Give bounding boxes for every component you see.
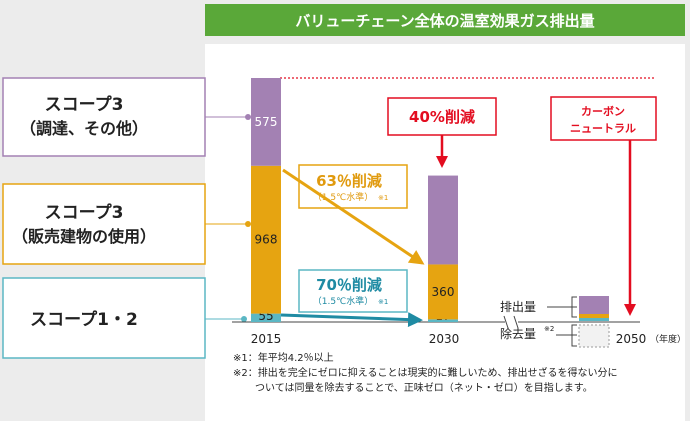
x-unit-label: （年度） — [650, 333, 686, 345]
callout-40-reduction: 40%削減 — [387, 97, 497, 168]
carbon-neutral-line1: カーボン — [581, 104, 625, 118]
bar-2030-scope12 — [428, 319, 458, 322]
callout-63-arrow — [282, 168, 425, 265]
legend-box-scope3-use — [2, 183, 206, 265]
callout-63-reduction: 63％削減 （1.5℃水準） ※1 — [282, 164, 425, 265]
axis-break-mark-1 — [503, 315, 509, 329]
bars-group: 5596857517360 — [251, 78, 458, 323]
callout-40-box — [387, 97, 497, 136]
callout-70-ref: ※1 — [378, 298, 388, 306]
callout-70-box — [298, 269, 408, 313]
bar-label-2015-scope3-other: 575 — [255, 115, 278, 129]
callout-70-arrow — [280, 312, 423, 328]
x-label-2030: 2030 — [429, 332, 460, 346]
carbon-neutral-box — [550, 96, 657, 141]
x-label-2050: 2050 — [616, 332, 647, 346]
legend-box-scope3-other — [2, 77, 206, 157]
title-banner — [205, 4, 685, 36]
legend-scope3-other-sub: （調達、その他） — [20, 119, 148, 138]
callout-70-text: 70％削減 — [316, 276, 382, 294]
bar-label-2030-scope3-use: 360 — [432, 285, 455, 299]
note-1: ※1：年平均4.2％以上 — [233, 351, 334, 364]
emission-box-purple — [579, 296, 609, 314]
callout-70-reduction: 70％削減 （1.5℃水準） ※1 — [280, 269, 423, 328]
note-2-cont: ついては同量を除去することで、正味ゼロ（ネット・ゼロ）を目指します。 — [255, 381, 593, 394]
emission-bracket — [571, 296, 577, 318]
bar-2015-scope3-use — [251, 165, 281, 314]
callout-63-box — [298, 164, 408, 209]
legend-scope12-title: スコープ1・2 — [30, 309, 138, 330]
connector-dot-scope3-other — [245, 114, 251, 120]
callout-63-text: 63％削減 — [316, 172, 382, 190]
removal-label: 除去量 — [500, 326, 536, 341]
net-zero-illustration: 排出量 除去量 ※2 — [500, 296, 610, 348]
removal-ref: ※2 — [544, 325, 554, 333]
bar-2030-scope3-other — [428, 175, 458, 265]
bar-2015-scope12 — [251, 313, 281, 322]
removal-box — [578, 324, 610, 348]
callout-70-note: （1.5℃水準） — [313, 295, 373, 307]
emission-box-teal — [579, 318, 609, 321]
axis-break-mark-2 — [513, 315, 519, 329]
legend-box-scope12 — [2, 277, 206, 359]
x-label-2015: 2015 — [251, 332, 282, 346]
note-2: ※2：排出を完全にゼロに抑えることは現実的に難しいため、排出せざるを得ない分に — [233, 366, 617, 379]
carbon-neutral-line2: ニュートラル — [570, 122, 636, 135]
connector-dot-scope3-use — [245, 221, 251, 227]
legend-scope3-use-title: スコープ3 — [45, 202, 124, 223]
removal-bracket — [571, 324, 577, 347]
bar-2015-scope3-other — [251, 78, 281, 166]
connector-dot-scope12 — [241, 316, 247, 322]
callout-carbon-neutral: カーボン ニュートラル — [550, 96, 657, 316]
legend-scope3-other-title: スコープ3 — [45, 94, 124, 115]
legend: スコープ3 （調達、その他） スコープ3 （販売建物の使用） スコープ1・2 — [2, 77, 206, 359]
emission-label: 排出量 — [500, 300, 536, 314]
legend-scope3-use-sub: （販売建物の使用） — [12, 227, 156, 246]
emission-box-orange — [579, 314, 609, 318]
bar-2030-scope3-use — [428, 264, 458, 320]
carbon-neutral-arrow-head — [624, 304, 636, 316]
callout-40-arrow-head — [436, 156, 448, 168]
chart-title: バリューチェーン全体の温室効果ガス排出量 — [295, 12, 594, 30]
callout-40-text: 40%削減 — [409, 108, 475, 126]
bar-label-2015-scope3-use: 968 — [255, 233, 278, 247]
callout-63-ref: ※1 — [378, 194, 388, 202]
